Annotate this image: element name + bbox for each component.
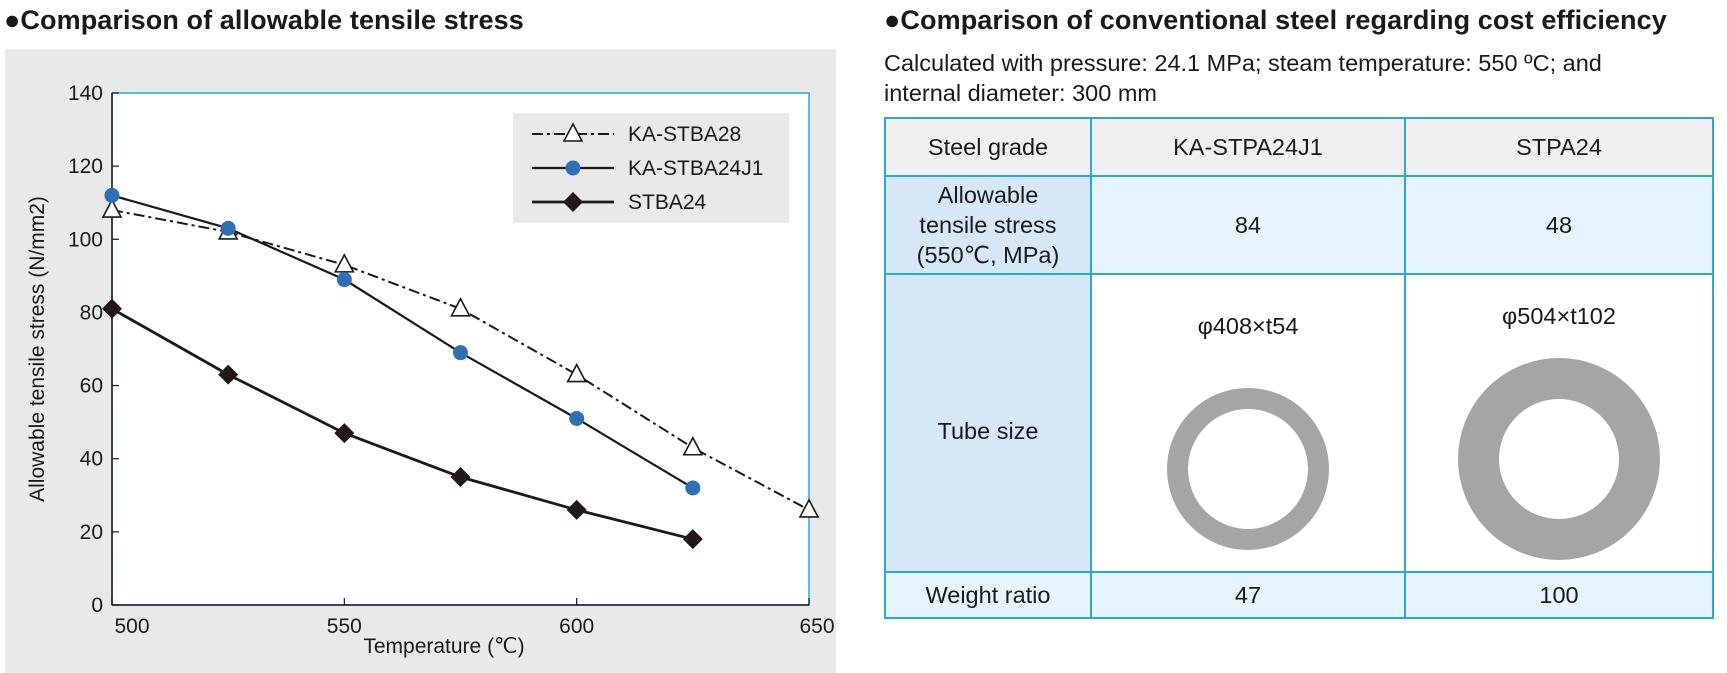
legend-marker-ka-stba28 — [562, 122, 584, 142]
grade-b-header: STPA24 — [1404, 117, 1714, 177]
y-tick-label: 60 — [80, 375, 103, 398]
left-chart-heading: ●Comparison of allowable tensile stress — [4, 5, 524, 35]
stress-value-b: 48 — [1404, 175, 1714, 275]
grade-a-header: KA-STPA24J1 — [1090, 117, 1406, 177]
y-tick-label: 100 — [68, 228, 103, 251]
y-axis-label: Allowable tensile stress (N/mm2) — [26, 196, 49, 502]
data-point-ka-stba24j1 — [685, 480, 701, 496]
data-point-stba24 — [450, 467, 471, 487]
stress-value-a: 84 — [1090, 175, 1406, 275]
stress-label-line-2: tensile stress — [919, 212, 1057, 238]
data-point-ka-stba24j1 — [453, 345, 468, 361]
data-point-stba24 — [566, 499, 587, 520]
x-tick-label: 500 — [114, 615, 149, 638]
data-point-ka-stba28 — [334, 253, 355, 273]
x-axis-label: Temperature (℃) — [363, 635, 524, 658]
table-header-row: Steel grade KA-STPA24J1 STPA24 — [884, 117, 1714, 177]
weight-ratio-b: 100 — [1404, 571, 1714, 619]
tube-cross-section-b — [1458, 358, 1660, 560]
tube-size-b: φ504×t102 — [1502, 303, 1616, 329]
data-point-ka-stba24j1 — [569, 410, 585, 426]
right-table-heading: ●Comparison of conventional steel regard… — [884, 5, 1667, 35]
data-point-ka-stba28 — [566, 362, 587, 383]
stress-label-line-1: Allowable — [937, 182, 1039, 208]
legend-marker-stba24 — [563, 192, 583, 212]
note-line-1: Calculated with pressure: 24.1 MPa; stea… — [884, 50, 1602, 76]
weight-ratio-a: 47 — [1090, 571, 1406, 619]
legend-label-stba24: STBA24 — [628, 191, 707, 214]
stress-label: Allowable tensile stress (550℃, MPa) — [884, 175, 1092, 275]
data-point-stba24 — [218, 364, 239, 385]
tube-size-b-cell: φ504×t102 — [1404, 273, 1714, 573]
tube-size-a-cell: φ408×t54 — [1090, 273, 1406, 573]
tube-size-a: φ408×t54 — [1197, 313, 1299, 339]
series-line-ka-stba24j1 — [111, 194, 694, 489]
y-tick-label: 40 — [80, 448, 103, 471]
data-point-stba24 — [102, 298, 122, 319]
data-point-stba24 — [334, 423, 355, 444]
tube-cross-section-a — [1167, 388, 1329, 550]
data-point-ka-stba28 — [450, 297, 471, 317]
y-tick-label: 20 — [80, 521, 103, 544]
calculation-note: Calculated with pressure: 24.1 MPa; stea… — [884, 48, 1724, 108]
data-point-stba24 — [682, 529, 703, 550]
data-point-ka-stba28 — [101, 198, 123, 218]
steel-grade-header: Steel grade — [884, 117, 1092, 177]
tube-size-label-cell: Tube size — [884, 273, 1092, 573]
data-point-ka-stba24j1 — [220, 220, 236, 236]
data-point-ka-stba28 — [682, 436, 704, 456]
y-tick-label: 0 — [91, 594, 103, 617]
weight-ratio-row: Weight ratio 47 100 — [884, 571, 1714, 619]
data-point-ka-stba24j1 — [104, 187, 120, 203]
stress-row: Allowable tensile stress (550℃, MPa) 84 … — [884, 175, 1714, 275]
y-tick-label: 120 — [68, 155, 103, 178]
x-tick-label: 550 — [327, 615, 362, 638]
legend-marker-ka-stba24j1 — [565, 160, 581, 176]
tube-size-label: Tube size — [937, 418, 1039, 444]
tube-size-row: Tube size φ408×t54 φ504×t102 — [884, 273, 1714, 573]
series-line-stba24 — [111, 307, 694, 541]
legend-label-ka-stba24j1: KA-STBA24J1 — [628, 157, 763, 180]
y-tick-label: 140 — [68, 82, 103, 105]
legend-label-ka-stba28: KA-STBA28 — [628, 123, 741, 146]
data-point-ka-stba24j1 — [336, 272, 352, 288]
stress-chart: 0 20 40 60 80 100 120 140 500 550 600 650 Allowabl… — [26, 82, 835, 658]
stress-label-line-3: (550℃, MPa) — [916, 242, 1060, 268]
x-tick-label: 600 — [559, 615, 594, 638]
y-tick-label: 80 — [80, 301, 103, 324]
cost-comparison-table: Steel grade KA-STPA24J1 STPA24 Allowable… — [884, 117, 1714, 619]
weight-ratio-label: Weight ratio — [884, 571, 1092, 619]
x-tick-label: 650 — [799, 615, 834, 638]
data-point-ka-stba28 — [798, 498, 820, 518]
note-line-2: internal diameter: 300 mm — [884, 80, 1157, 106]
